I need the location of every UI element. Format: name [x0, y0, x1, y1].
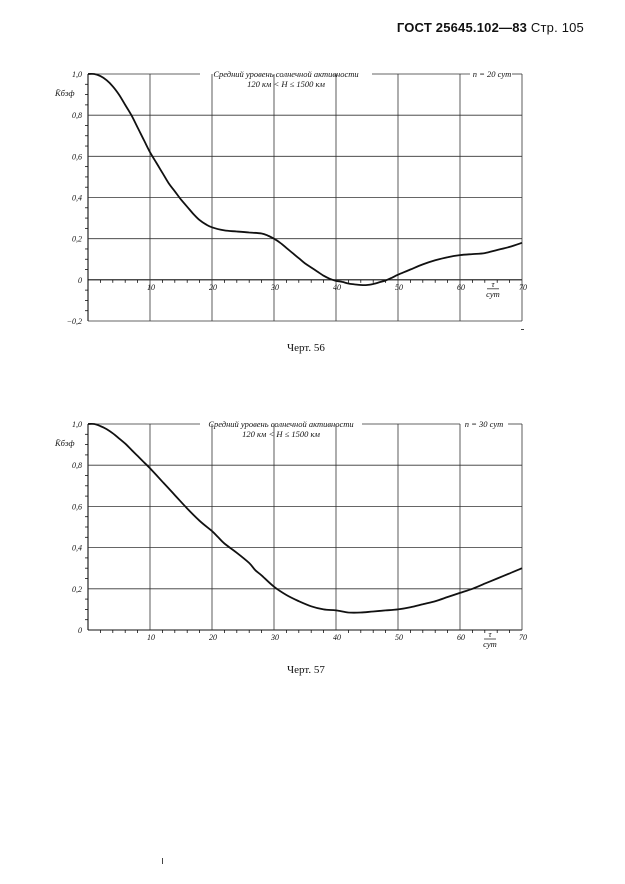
- y-axis-label: K̄бэф: [54, 88, 75, 98]
- caption-chart-57: Черт. 57: [287, 664, 325, 676]
- page-header: ГОСТ 25645.102—83 Стр. 105: [397, 20, 584, 35]
- page-number: Стр. 105: [530, 20, 584, 35]
- x-tick-label: 50: [395, 633, 403, 642]
- x-tick-label: 50: [395, 283, 403, 292]
- x-tick-label: 60: [457, 283, 465, 292]
- series-line: [87, 422, 523, 614]
- y-tick-label: 0,8: [72, 461, 82, 470]
- scan-mark: [521, 329, 524, 330]
- x-tick-label: 20: [209, 633, 217, 642]
- y-tick-label: −0,2: [67, 317, 82, 326]
- caption-chart-56: Черт. 56: [287, 342, 325, 354]
- x-tick-label: 20: [209, 283, 217, 292]
- y-tick-label: 0: [78, 276, 82, 285]
- x-axis-label-denominator: сут: [483, 639, 497, 649]
- document-number: ГОСТ 25645.102—83: [396, 20, 528, 35]
- y-axis-label: K̄бэф: [54, 438, 75, 448]
- x-axis-label-numerator: τ: [488, 629, 492, 639]
- x-tick-label: 10: [147, 633, 155, 642]
- y-tick-label: 0,6: [72, 152, 82, 161]
- y-tick-label: 0,2: [72, 585, 82, 594]
- x-axis-label-numerator: τ: [491, 279, 495, 289]
- x-tick-label: 70: [519, 283, 527, 292]
- y-tick-label: 0,4: [72, 194, 82, 203]
- chart-subtitle: 120 км < H ≤ 1500 км: [242, 429, 320, 439]
- y-tick-label: 0,6: [72, 502, 82, 511]
- x-tick-label: 30: [270, 633, 279, 642]
- chart-title: Средний уровень солнечной активности: [208, 419, 353, 429]
- x-tick-label: 10: [147, 283, 155, 292]
- chart-title: Средний уровень солнечной активности: [213, 69, 358, 79]
- x-tick-label: 40: [333, 633, 341, 642]
- y-tick-label: 0,2: [72, 235, 82, 244]
- y-tick-label: 0,4: [72, 544, 82, 553]
- x-tick-label: 60: [457, 633, 465, 642]
- x-tick-label: 30: [270, 283, 279, 292]
- y-tick-label: 0,8: [72, 111, 82, 120]
- chart-subtitle: 120 км < H ≤ 1500 км: [247, 79, 325, 89]
- y-tick-label: 0: [78, 626, 82, 635]
- y-tick-label: 1,0: [72, 70, 82, 79]
- x-tick-label: 70: [519, 633, 527, 642]
- scan-mark: [162, 858, 163, 864]
- chart-annotation: n = 30 сут: [465, 419, 504, 429]
- y-tick-label: 1,0: [72, 420, 82, 429]
- x-axis-label-denominator: сут: [486, 289, 500, 299]
- x-tick-label: 40: [333, 283, 341, 292]
- series-line: [87, 72, 523, 287]
- chart-annotation: n = 20 сут: [473, 69, 512, 79]
